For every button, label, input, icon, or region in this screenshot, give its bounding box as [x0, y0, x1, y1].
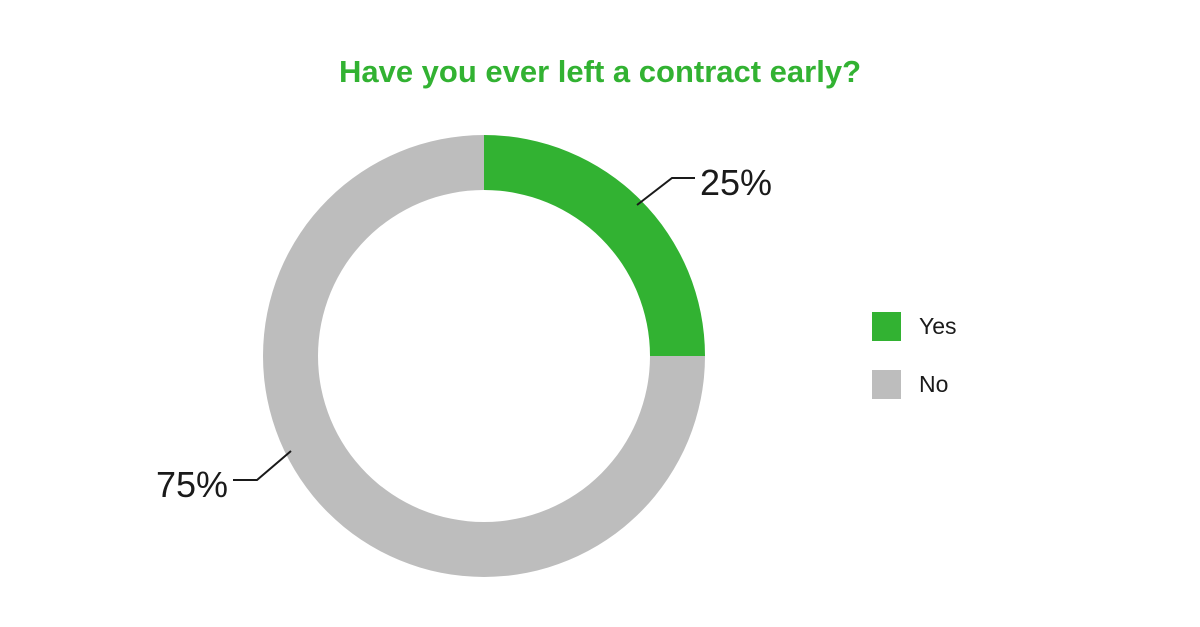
leader-line-no [233, 450, 292, 481]
legend-item-no: No [872, 369, 957, 399]
legend-item-yes: Yes [872, 311, 957, 341]
data-label-no: 75% [156, 464, 228, 505]
data-label-yes: 25% [700, 162, 772, 203]
legend-label-yes: Yes [919, 312, 957, 339]
donut-slices [263, 135, 705, 577]
legend: Yes No [872, 311, 957, 427]
legend-label-no: No [919, 370, 949, 397]
data-labels: 25% 75% [156, 162, 772, 505]
leader-lines [233, 177, 695, 481]
leader-line-yes [636, 177, 695, 206]
donut-slice-yes [484, 135, 705, 356]
chart-title: Have you ever left a contract early? [338, 54, 862, 89]
legend-swatch-yes [872, 311, 901, 341]
legend-swatch-no [872, 369, 901, 399]
